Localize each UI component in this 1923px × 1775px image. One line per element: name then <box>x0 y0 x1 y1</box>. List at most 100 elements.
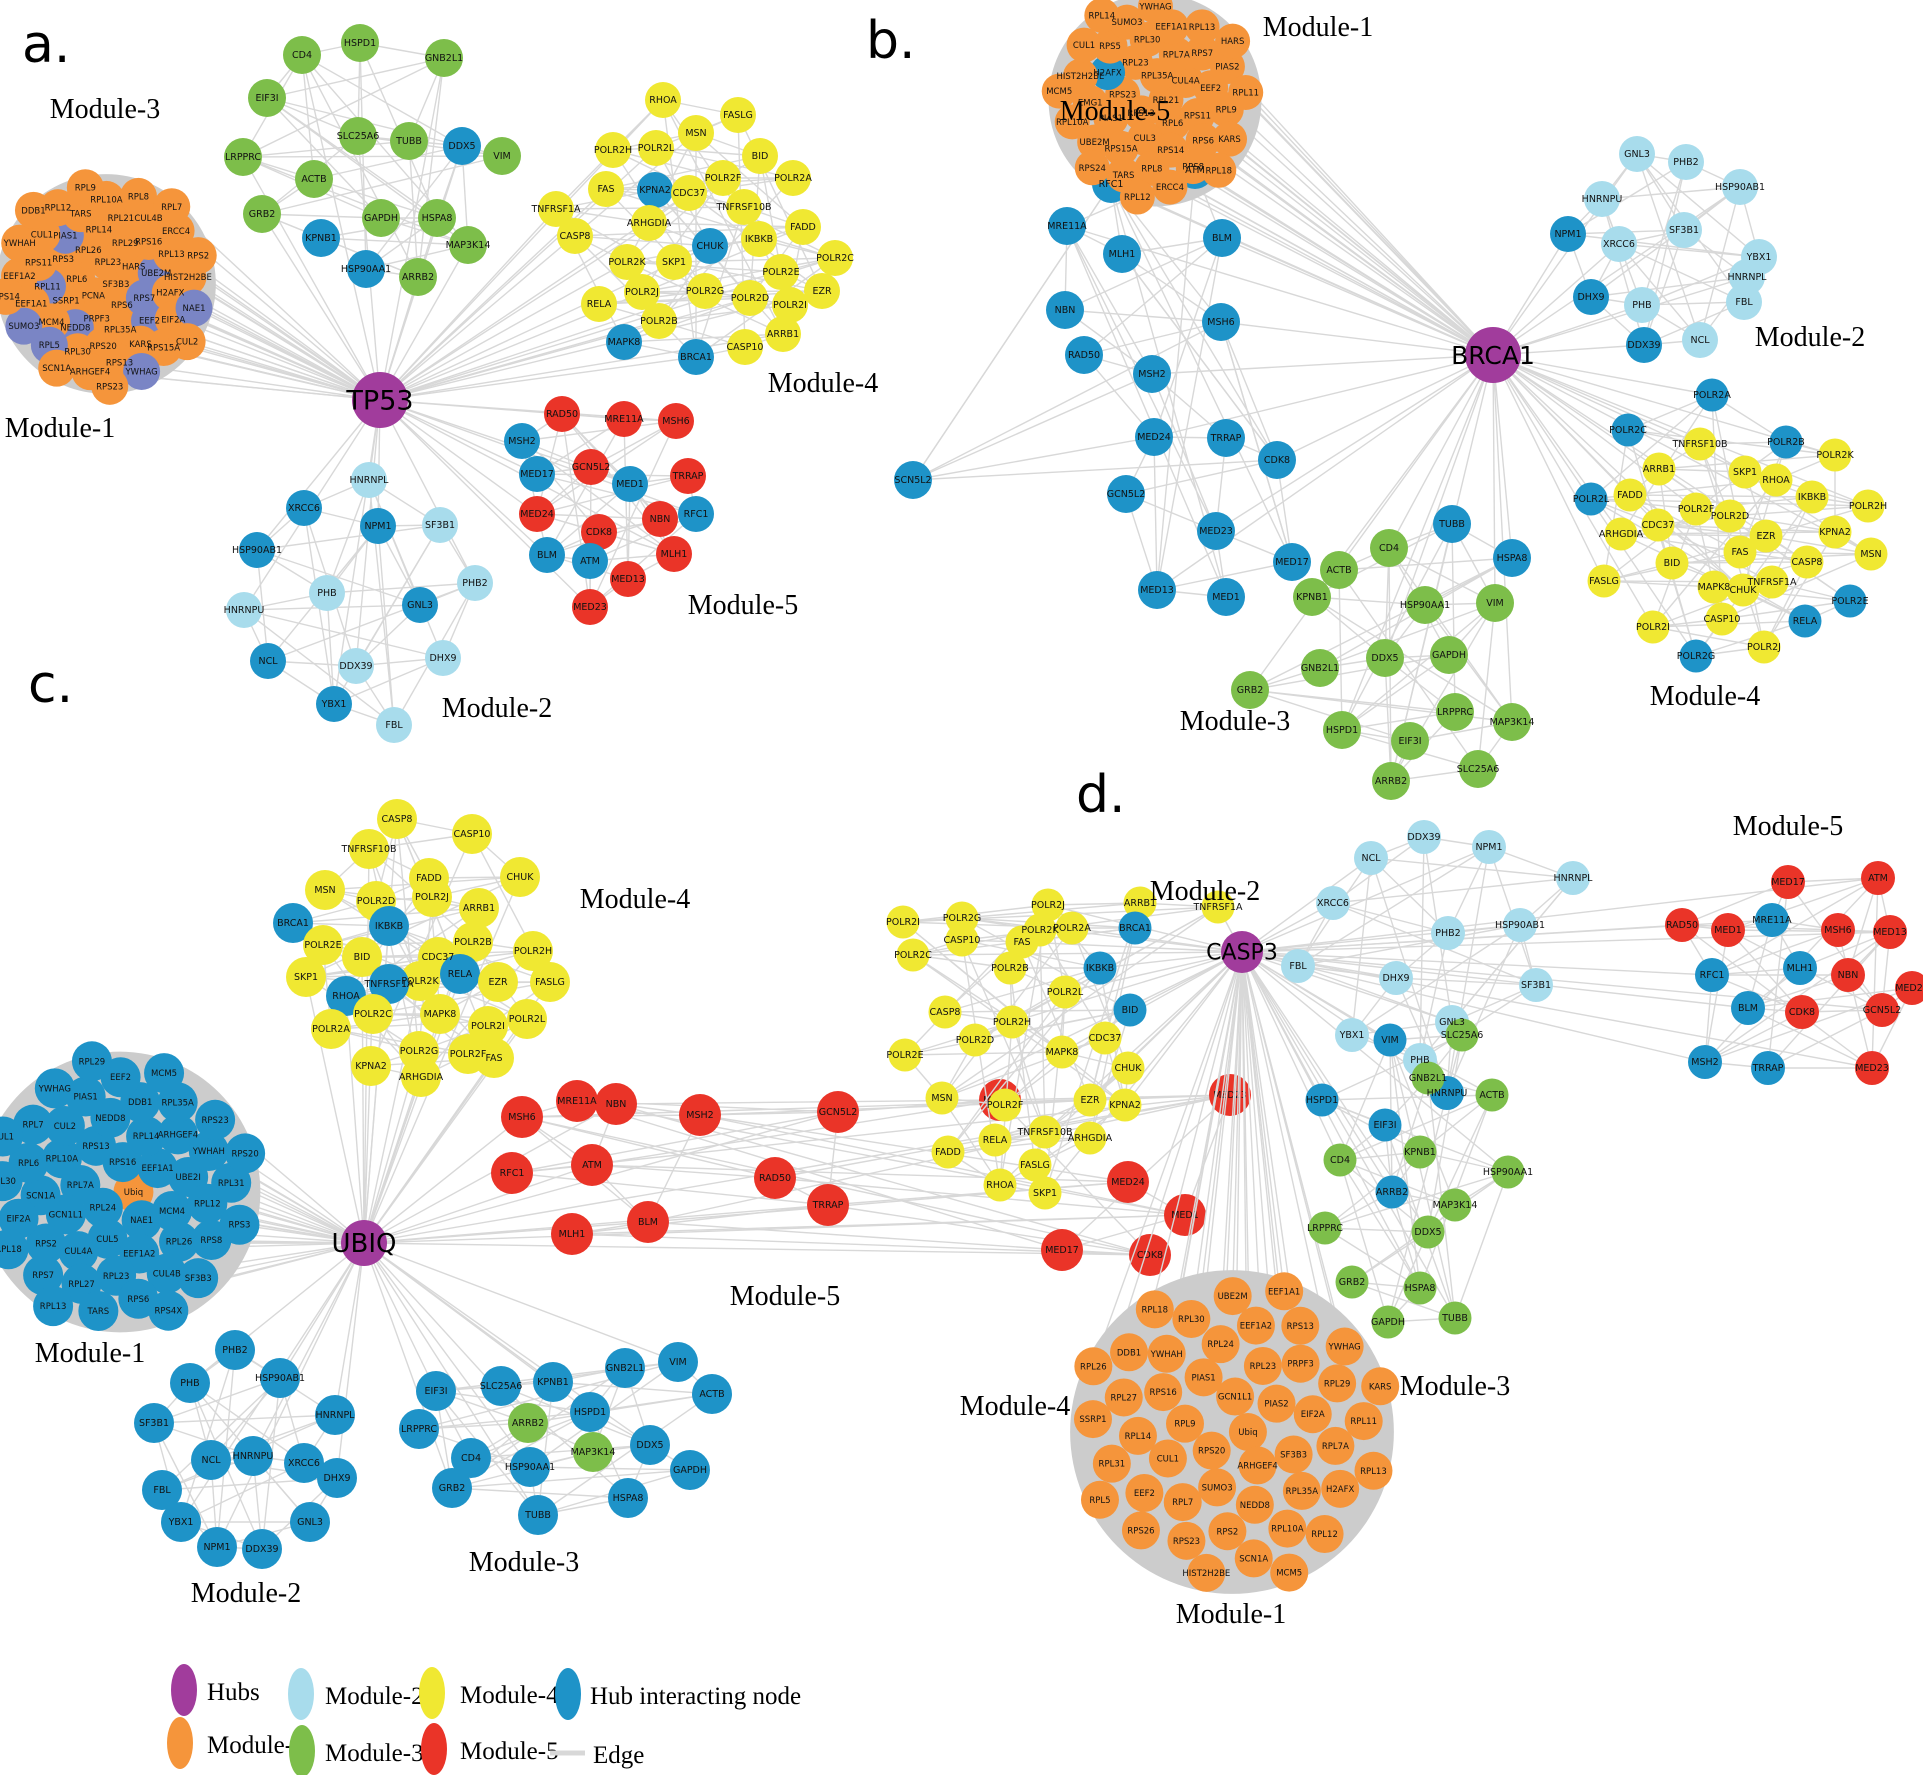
node-POLR2D[interactable] <box>1713 499 1747 533</box>
node-PIAS1[interactable] <box>1184 1358 1223 1397</box>
node-POLR2E[interactable] <box>888 1038 922 1072</box>
node-VIM[interactable] <box>658 1342 698 1382</box>
node-POLR2A[interactable] <box>775 160 811 196</box>
node-DDX39[interactable] <box>1407 820 1441 854</box>
node-KPNB1[interactable] <box>1293 578 1331 616</box>
node-SKP1[interactable] <box>1028 1176 1062 1210</box>
node-CDK8[interactable] <box>1785 995 1819 1029</box>
node-HARS[interactable] <box>1215 23 1251 59</box>
node-EIF3I[interactable] <box>248 79 286 117</box>
node-GNB2L1[interactable] <box>605 1348 645 1388</box>
node-RPL7[interactable] <box>13 1104 54 1145</box>
node-BLM[interactable] <box>1203 219 1241 257</box>
node-MLH1[interactable] <box>1783 951 1817 985</box>
node-RPL26[interactable] <box>1074 1347 1113 1386</box>
node-TRRAP[interactable] <box>807 1184 849 1226</box>
node-FAS[interactable] <box>1723 535 1757 569</box>
node-MCM5[interactable] <box>1041 73 1077 109</box>
node-MED1[interactable] <box>1207 578 1245 616</box>
node-POLR2H[interactable] <box>995 1005 1029 1039</box>
node-HSPD1[interactable] <box>1323 711 1361 749</box>
node-YWHAH[interactable] <box>188 1130 229 1171</box>
node-MAP3K14[interactable] <box>573 1432 613 1472</box>
node-POLR2J[interactable] <box>1031 888 1065 922</box>
node-RPL29[interactable] <box>71 1041 112 1082</box>
node-ARRB1[interactable] <box>765 316 801 352</box>
node-CASP8[interactable] <box>928 995 962 1029</box>
node-CD4[interactable] <box>1370 529 1408 567</box>
node-GNB2L1[interactable] <box>1301 649 1339 687</box>
node-NBN[interactable] <box>595 1083 637 1125</box>
node-BID[interactable] <box>742 138 778 174</box>
node-RPL12[interactable] <box>1305 1515 1344 1554</box>
node-KPNA2[interactable] <box>351 1046 391 1086</box>
node-RPS3[interactable] <box>219 1204 260 1245</box>
node-HNRNPL[interactable] <box>351 462 387 498</box>
node-VIM[interactable] <box>1373 1023 1407 1057</box>
node-POLR2C[interactable] <box>1611 413 1645 447</box>
node-HNRNPU[interactable] <box>1584 181 1620 217</box>
hub-node-TP53[interactable] <box>352 372 408 428</box>
node-HIST2H2BE[interactable] <box>1187 1553 1226 1592</box>
node-ARRB2[interactable] <box>399 258 437 296</box>
node-TNFRSF1A[interactable] <box>369 964 409 1004</box>
node-EZR[interactable] <box>1749 519 1783 553</box>
node-RPL35A[interactable] <box>1282 1471 1321 1510</box>
node-RPL18[interactable] <box>1201 152 1237 188</box>
node-NCL[interactable] <box>250 643 286 679</box>
node-CUL1[interactable] <box>1066 27 1102 63</box>
node-UBE2M[interactable] <box>1213 1277 1252 1316</box>
node-RPS20[interactable] <box>225 1133 266 1174</box>
node-SCN1A[interactable] <box>1234 1539 1273 1578</box>
node-TNFRSF10B[interactable] <box>726 189 762 225</box>
node-MED13[interactable] <box>1873 915 1907 949</box>
node-NBN[interactable] <box>1831 958 1865 992</box>
node-POLR2J[interactable] <box>624 274 660 310</box>
node-YBX1[interactable] <box>316 686 352 722</box>
node-EEF1A1[interactable] <box>1265 1272 1304 1311</box>
node-MED24[interactable] <box>1107 1161 1149 1203</box>
node-RHOA[interactable] <box>645 82 681 118</box>
node-MSH2[interactable] <box>679 1094 721 1136</box>
node-DHX9[interactable] <box>425 640 461 676</box>
node-ATM[interactable] <box>1861 861 1895 895</box>
node-FASLG[interactable] <box>1587 564 1621 598</box>
node-PHB[interactable] <box>1624 287 1660 323</box>
node-SLC25A6[interactable] <box>1445 1018 1479 1052</box>
node-EIF3I[interactable] <box>1368 1108 1402 1142</box>
node-HSP90AA1[interactable] <box>1491 1155 1525 1189</box>
node-CASP10[interactable] <box>452 814 492 854</box>
node-CD4[interactable] <box>1323 1143 1357 1177</box>
node-POLR2H[interactable] <box>595 132 631 168</box>
node-MSN[interactable] <box>1854 537 1888 571</box>
node-TUBB[interactable] <box>518 1495 558 1535</box>
node-FASLG[interactable] <box>720 97 756 133</box>
node-POLR2F[interactable] <box>988 1088 1022 1122</box>
node-GAPDH[interactable] <box>1430 636 1468 674</box>
node-BRCA1[interactable] <box>273 903 313 943</box>
node-GRB2[interactable] <box>432 1468 472 1508</box>
node-RPL11[interactable] <box>1228 74 1264 110</box>
node-RPL13[interactable] <box>33 1286 74 1327</box>
node-MED1[interactable] <box>1164 1194 1206 1236</box>
node-SF3B1[interactable] <box>1519 968 1553 1002</box>
node-CD4[interactable] <box>283 36 321 74</box>
node-YBX1[interactable] <box>1335 1018 1369 1052</box>
node-LRPPRC[interactable] <box>1436 693 1474 731</box>
node-CHUK[interactable] <box>692 228 728 264</box>
node-RPL29[interactable] <box>1318 1364 1357 1403</box>
node-FASLG[interactable] <box>530 962 570 1002</box>
node-FADD[interactable] <box>1613 478 1647 512</box>
node-KPNA2[interactable] <box>637 172 673 208</box>
node-BID[interactable] <box>342 937 382 977</box>
node-TUBB[interactable] <box>1433 505 1471 543</box>
node-LRPPRC[interactable] <box>399 1409 439 1449</box>
node-ARRB2[interactable] <box>508 1403 548 1443</box>
node-NPM1[interactable] <box>197 1527 237 1567</box>
node-Ubiq[interactable] <box>1228 1413 1267 1451</box>
node-KARS[interactable] <box>1212 121 1248 157</box>
node-RPL7[interactable] <box>1163 1483 1202 1522</box>
node-POLR2L[interactable] <box>638 130 674 166</box>
node-TNFRSF10B[interactable] <box>349 829 389 869</box>
node-POLR2D[interactable] <box>732 280 768 316</box>
